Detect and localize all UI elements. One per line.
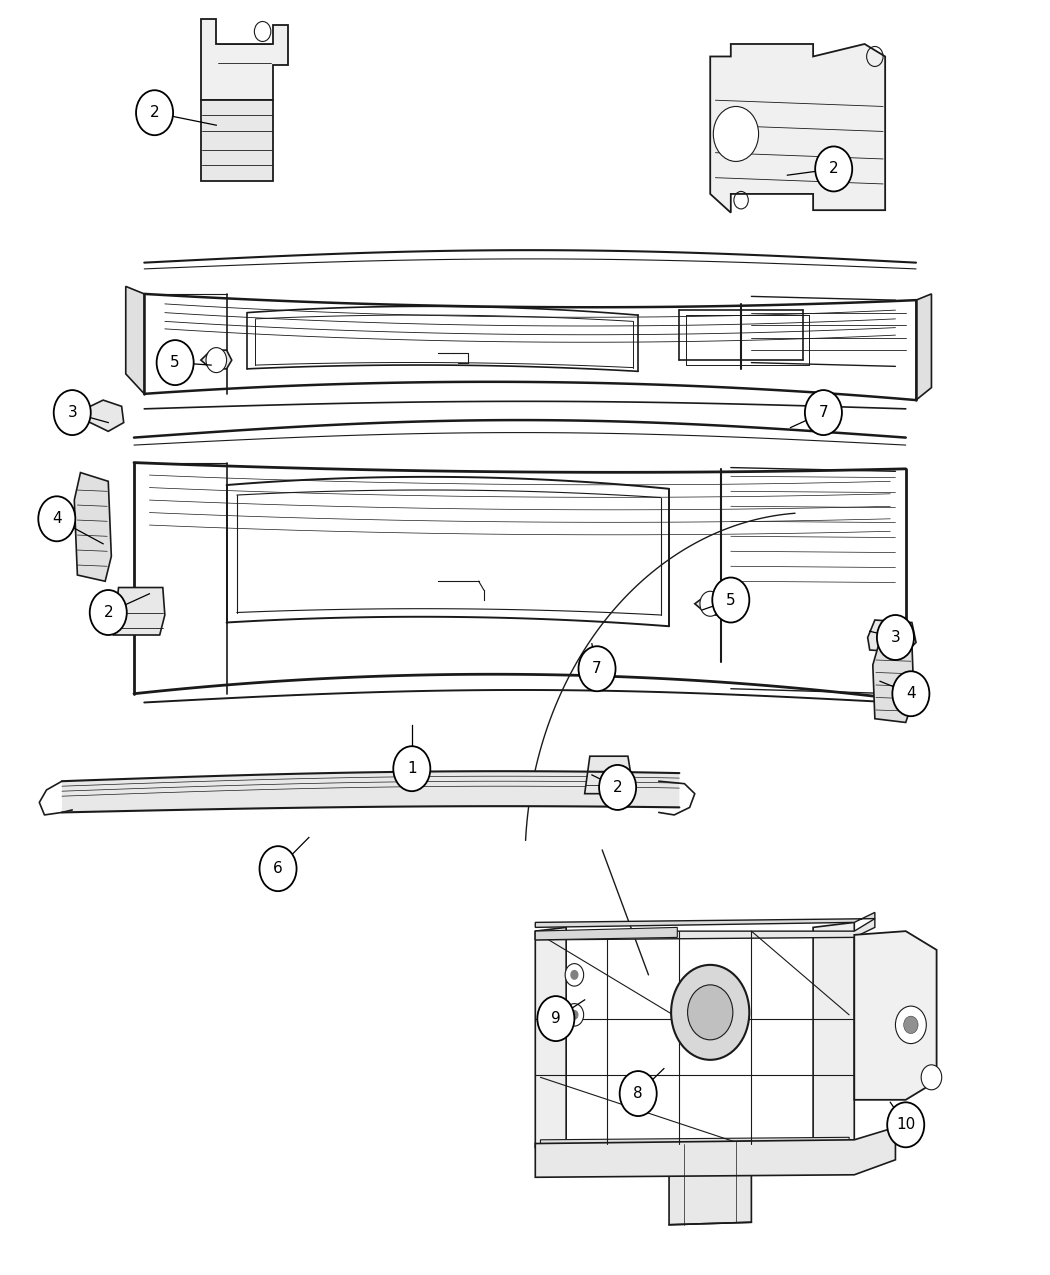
Polygon shape (873, 640, 914, 723)
Polygon shape (813, 922, 855, 1144)
Polygon shape (855, 931, 937, 1100)
Circle shape (600, 765, 636, 810)
Circle shape (805, 390, 842, 435)
Circle shape (892, 671, 929, 717)
Circle shape (156, 340, 193, 385)
Polygon shape (916, 293, 931, 400)
Text: 10: 10 (896, 1117, 916, 1132)
Polygon shape (75, 473, 111, 581)
Text: 3: 3 (890, 630, 900, 645)
Text: 5: 5 (170, 356, 180, 370)
Circle shape (570, 1010, 579, 1020)
Text: 5: 5 (726, 593, 736, 607)
Circle shape (620, 1071, 656, 1116)
Polygon shape (536, 1127, 896, 1177)
Polygon shape (669, 1141, 752, 1225)
Text: 2: 2 (828, 162, 839, 176)
Circle shape (38, 496, 76, 542)
Text: 4: 4 (906, 686, 916, 701)
Circle shape (896, 1006, 926, 1043)
Polygon shape (201, 19, 289, 101)
Text: 4: 4 (52, 511, 62, 527)
Text: 9: 9 (551, 1011, 561, 1026)
Circle shape (538, 996, 574, 1042)
Circle shape (712, 578, 750, 622)
Circle shape (688, 984, 733, 1040)
Polygon shape (201, 351, 232, 368)
Circle shape (579, 646, 615, 691)
Polygon shape (536, 913, 875, 927)
Polygon shape (126, 287, 144, 394)
Polygon shape (83, 400, 124, 431)
Circle shape (259, 847, 296, 891)
Circle shape (394, 746, 430, 792)
Text: 3: 3 (67, 405, 77, 419)
Polygon shape (201, 101, 273, 181)
Circle shape (904, 1016, 918, 1034)
Circle shape (54, 390, 90, 435)
Polygon shape (867, 620, 916, 653)
Polygon shape (536, 927, 677, 940)
Polygon shape (536, 927, 566, 1148)
Text: 2: 2 (150, 106, 160, 120)
Polygon shape (710, 43, 885, 213)
Circle shape (887, 1103, 924, 1148)
Text: 7: 7 (592, 662, 602, 676)
Circle shape (921, 1065, 942, 1090)
Text: 6: 6 (273, 861, 282, 876)
Circle shape (565, 1003, 584, 1026)
Text: 2: 2 (104, 606, 113, 620)
Polygon shape (695, 594, 729, 615)
Circle shape (570, 970, 579, 980)
Circle shape (713, 106, 758, 162)
Circle shape (815, 147, 853, 191)
Text: 7: 7 (819, 405, 828, 419)
Text: 2: 2 (613, 780, 623, 794)
Circle shape (671, 965, 750, 1060)
Circle shape (565, 964, 584, 986)
Polygon shape (585, 756, 631, 793)
Circle shape (877, 615, 914, 660)
Polygon shape (541, 1137, 849, 1150)
Polygon shape (113, 588, 165, 635)
Circle shape (700, 592, 720, 616)
Polygon shape (62, 771, 679, 812)
Circle shape (136, 91, 173, 135)
Text: 8: 8 (633, 1086, 643, 1102)
Text: 1: 1 (407, 761, 417, 776)
Circle shape (206, 348, 227, 372)
Circle shape (89, 590, 127, 635)
Polygon shape (536, 918, 875, 940)
